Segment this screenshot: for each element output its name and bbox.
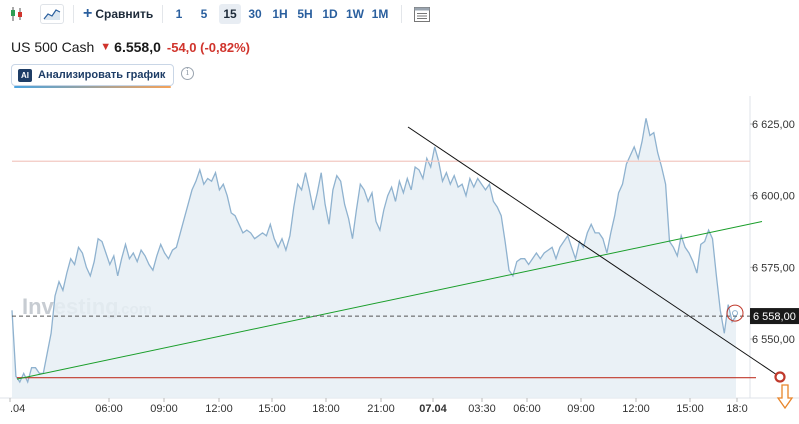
price-area-fill [12, 118, 736, 399]
table-icon[interactable] [412, 5, 432, 23]
timeframe-5[interactable]: 5 [200, 7, 208, 21]
scroll-down-arrow-icon[interactable] [776, 384, 794, 410]
timeframe-1m[interactable]: 1M [371, 7, 389, 21]
current-price-tag [750, 308, 799, 325]
instrument-change: -54,0 (-0,82%) [166, 39, 250, 55]
current-price-label: 6 558,00 [753, 311, 796, 323]
x-tick-label: 06:00 [95, 403, 123, 415]
timeframe-1w[interactable]: 1W [346, 7, 364, 21]
trendline-end-handle[interactable] [774, 371, 786, 383]
timeframe-1h[interactable]: 1H [272, 7, 288, 21]
y-tick-label: 6 600,00 [752, 191, 795, 203]
compare-button[interactable]: + Сравнить [83, 4, 153, 24]
instrument-header: US 500 Cash ▼ 6.558,0 -54,0 (-0,82%) [11, 38, 250, 56]
x-tick-label: 07.04 [419, 403, 447, 415]
timeframe-30[interactable]: 30 [248, 7, 262, 21]
timeframe-5h[interactable]: 5H [297, 7, 313, 21]
chart-canvas[interactable]: Investing.com6 625,006 600,006 575,006 5… [0, 96, 799, 419]
x-tick-label: 03:30 [468, 403, 496, 415]
instrument-price: 6.558,0 [114, 39, 161, 55]
timeframe-15[interactable]: 15 [219, 4, 241, 24]
current-price-dot [732, 310, 738, 317]
x-tick-label: 21:00 [367, 403, 395, 415]
plus-icon: + [83, 5, 93, 22]
analyze-chart-label: Анализировать график [38, 69, 166, 81]
uptrend-line[interactable] [16, 220, 763, 380]
price-chart[interactable]: Investing.com6 625,006 600,006 575,006 5… [0, 96, 799, 419]
x-tick-label: 18:00 [312, 403, 340, 415]
x-tick-label: 12:00 [205, 403, 233, 415]
chart-toolbar: + Сравнить 1 5 15 30 1H 5H 1D 1W 1M [0, 0, 440, 28]
analyze-chart-button[interactable]: AI Анализировать график [11, 64, 174, 88]
x-tick-label: 15:00 [258, 403, 286, 415]
ai-icon: AI [18, 68, 32, 82]
downtrend-line[interactable] [407, 126, 781, 378]
area-chart-icon[interactable] [40, 4, 64, 24]
down-arrow-icon: ▼ [100, 41, 112, 53]
timeframe-1d[interactable]: 1D [322, 7, 338, 21]
y-tick-label: 6 625,00 [752, 119, 795, 131]
timeframe-1[interactable]: 1 [175, 7, 183, 21]
instrument-name: US 500 Cash [11, 39, 95, 55]
x-tick-label: 09:00 [150, 403, 178, 415]
current-price-marker[interactable] [726, 304, 744, 322]
x-tick-label: 09:00 [567, 403, 595, 415]
x-tick-label: 15:00 [676, 403, 704, 415]
x-tick-label: 06:00 [513, 403, 541, 415]
info-icon[interactable]: i [181, 67, 194, 80]
y-tick-label: 6 550,00 [752, 334, 795, 346]
price-line[interactable] [11, 118, 737, 384]
candlestick-icon[interactable] [6, 5, 28, 23]
compare-label: Сравнить [95, 7, 154, 21]
y-tick-label: 6 575,00 [752, 262, 795, 274]
x-tick-label: 18:0 [726, 403, 747, 415]
x-tick-label: 12:00 [622, 403, 650, 415]
x-tick-label: .04 [10, 403, 25, 415]
